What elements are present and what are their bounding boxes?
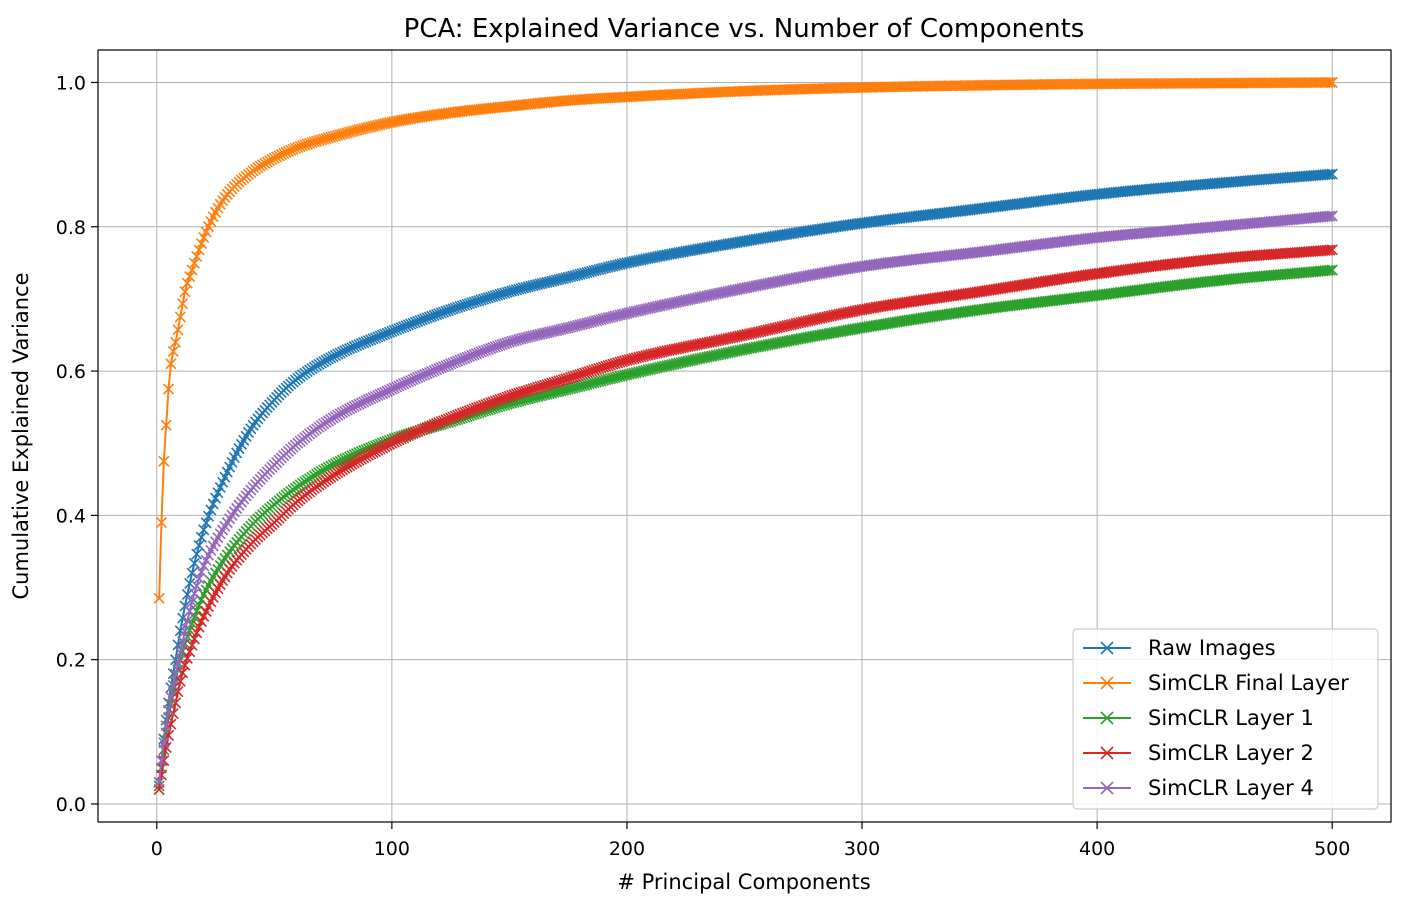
x-axis-label: # Principal Components: [617, 870, 870, 894]
data-point: [170, 336, 182, 348]
data-point: [179, 659, 191, 671]
legend: Raw Images SimCLR Final Layer SimCLR Layer…: [1072, 628, 1379, 810]
data-point: [200, 517, 212, 529]
data-point: [193, 539, 205, 551]
y-axis-label: Cumulative Explained Variance: [9, 272, 33, 599]
x-tick-label: 300: [844, 838, 880, 860]
legend-label: SimCLR Final Layer: [1148, 671, 1349, 695]
data-point: [162, 383, 175, 395]
data-point: [198, 232, 210, 244]
data-point: [188, 611, 200, 623]
data-point: [1326, 76, 1338, 89]
series-markers-simclr-layer-2: [153, 244, 1338, 796]
data-point: [174, 311, 186, 323]
data-point: [165, 358, 177, 370]
data-point: [193, 244, 205, 256]
x-tick-label: 0: [151, 838, 163, 860]
data-point: [158, 455, 170, 467]
y-tick-label: 0.2: [56, 650, 86, 672]
data-point: [167, 708, 179, 720]
data-point: [167, 345, 179, 358]
series-simclr-layer-2: [153, 244, 1338, 796]
data-point: [184, 646, 196, 658]
data-point: [172, 324, 184, 336]
legend-label: SimCLR Layer 1: [1148, 706, 1314, 730]
data-point: [195, 237, 208, 250]
data-point: [179, 286, 191, 298]
data-point: [155, 769, 168, 781]
data-point: [186, 639, 198, 651]
data-point: [1321, 168, 1334, 181]
data-point: [155, 517, 168, 529]
data-point: [172, 686, 184, 698]
y-tick-label: 0.6: [56, 361, 86, 383]
data-point: [1326, 168, 1338, 180]
x-tick-label: 400: [1079, 838, 1115, 860]
plot-series: [153, 76, 1338, 796]
series-simclr-final-layer: [153, 76, 1338, 604]
data-point: [188, 633, 200, 645]
legend-label: Raw Images: [1148, 636, 1276, 660]
series-markers-simclr-final-layer: [153, 76, 1338, 604]
data-point: [184, 577, 196, 590]
y-tick-label: 0.0: [56, 794, 86, 816]
data-point: [202, 510, 215, 522]
chart-title: PCA: Explained Variance vs. Number of Co…: [404, 14, 1085, 44]
legend-label: SimCLR Layer 2: [1148, 741, 1314, 765]
data-point: [186, 264, 198, 276]
data-point: [205, 504, 217, 516]
y-tick-label: 0.4: [56, 505, 86, 527]
data-point: [184, 270, 196, 283]
x-tick-label: 100: [374, 838, 410, 860]
data-point: [188, 557, 200, 569]
y-tick-label: 0.8: [56, 217, 86, 239]
data-point: [188, 257, 200, 269]
data-point: [191, 548, 203, 560]
x-tick-label: 500: [1314, 838, 1350, 860]
y-tick-label: 1.0: [56, 72, 86, 94]
x-tick-label: 200: [609, 838, 645, 860]
data-point: [181, 277, 193, 289]
legend-label: SimCLR Layer 4: [1148, 776, 1314, 800]
data-point: [209, 492, 222, 504]
data-point: [191, 627, 203, 639]
data-point: [181, 652, 193, 664]
data-point: [191, 250, 203, 263]
data-point: [1321, 264, 1334, 277]
data-point: [198, 524, 210, 536]
data-point: [174, 675, 186, 687]
data-point: [195, 531, 208, 543]
data-point: [153, 592, 165, 604]
data-point: [1324, 264, 1336, 276]
data-point: [186, 567, 198, 579]
data-point: [207, 498, 219, 510]
data-point: [160, 419, 172, 431]
data-point: [1321, 76, 1334, 89]
data-point: [1324, 76, 1336, 89]
data-point: [177, 298, 189, 310]
data-point: [1324, 168, 1336, 180]
data-point: [1326, 264, 1338, 276]
data-point: [193, 621, 205, 633]
